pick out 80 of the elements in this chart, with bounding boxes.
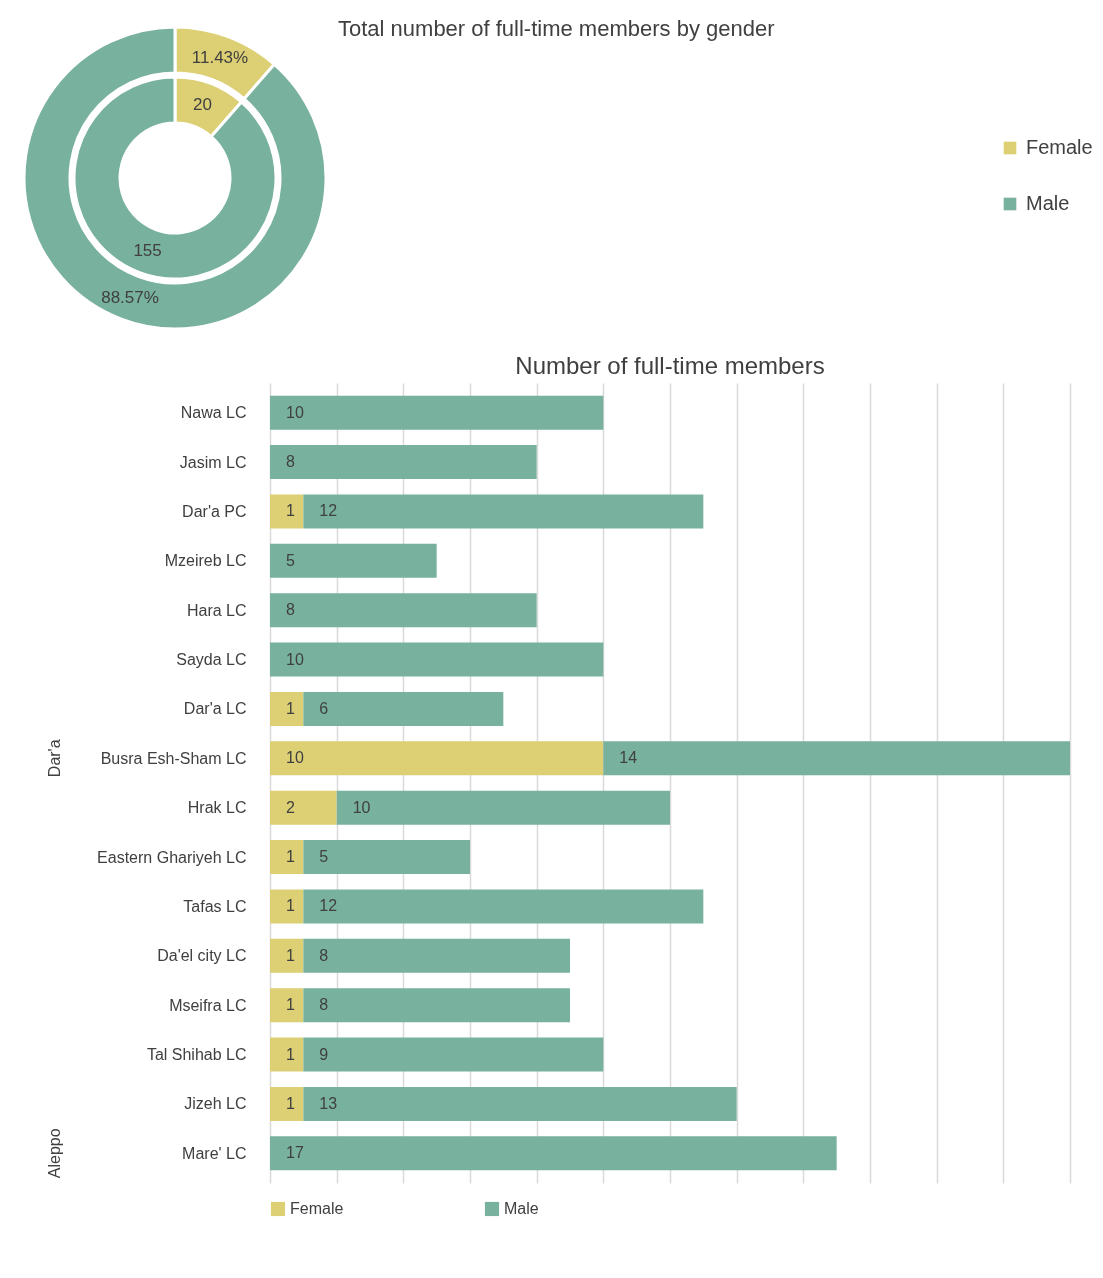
y-tick-label: Nawa LC xyxy=(180,404,247,422)
y-tick-label: Jizeh LC xyxy=(184,1095,247,1113)
bar xyxy=(303,840,470,875)
data-label: 6 xyxy=(319,699,329,717)
data-label: 11.43% xyxy=(191,48,249,68)
bar xyxy=(270,1136,837,1171)
y-tick-label: Tal Shihab LC xyxy=(146,1046,247,1064)
bar xyxy=(270,938,304,973)
bar xyxy=(270,494,304,529)
legend-label: Male xyxy=(504,1200,539,1217)
legend-label: Female xyxy=(290,1200,344,1217)
chart-title: Total number of full-time members by gender xyxy=(338,16,775,41)
data-label: 1 xyxy=(286,848,295,866)
data-label: 9 xyxy=(319,1045,329,1063)
bar xyxy=(336,790,670,825)
data-label: 8 xyxy=(319,996,329,1014)
bar xyxy=(270,889,304,924)
data-label: 10 xyxy=(286,749,304,767)
bar xyxy=(270,691,304,726)
bar xyxy=(303,1037,604,1072)
data-label: 10 xyxy=(286,403,304,421)
data-label: 1 xyxy=(286,946,295,964)
bar xyxy=(270,593,537,628)
bar xyxy=(303,988,570,1023)
bar xyxy=(303,494,704,529)
data-label: 12 xyxy=(319,897,338,915)
y-tick-label: Jasim LC xyxy=(179,453,247,471)
data-label: 1 xyxy=(286,897,295,915)
y-tick-label: Mseifra LC xyxy=(169,996,247,1014)
text: Dar'a xyxy=(46,739,63,778)
y-tick-label: Mzeireb LC xyxy=(164,552,247,570)
y-tick-label: Hrak LC xyxy=(187,799,247,817)
data-label: 8 xyxy=(286,601,295,619)
data-label: 5 xyxy=(286,551,295,569)
y-tick-label: Dar'a LC xyxy=(183,700,247,718)
data-label: 1 xyxy=(286,996,295,1014)
y-tick-label: Sayda LC xyxy=(176,651,247,669)
bar xyxy=(303,691,504,726)
data-label: 8 xyxy=(319,946,329,964)
bar xyxy=(270,445,537,480)
bar xyxy=(303,938,570,973)
data-label: 13 xyxy=(319,1094,338,1112)
bar xyxy=(303,1086,737,1121)
bar xyxy=(270,790,337,825)
data-label: 155 xyxy=(133,241,162,261)
data-label: 12 xyxy=(319,502,338,520)
legend-label: Female xyxy=(1026,136,1093,158)
chart-title: Number of full-time members xyxy=(515,352,825,379)
data-label: 17 xyxy=(286,1144,304,1162)
data-label: 88.57% xyxy=(101,287,159,307)
data-label: 10 xyxy=(352,798,371,816)
data-label: 10 xyxy=(286,650,304,668)
bar xyxy=(270,543,437,578)
legend-label: Male xyxy=(1026,192,1070,214)
y-tick-label: Mare' LC xyxy=(182,1144,247,1162)
y-tick-label: Hara LC xyxy=(186,601,247,619)
bar xyxy=(270,988,304,1023)
data-label: 1 xyxy=(286,1045,295,1063)
bar xyxy=(603,741,1070,776)
text: Aleppo xyxy=(46,1128,63,1179)
data-label: 8 xyxy=(286,453,295,471)
y-tick-label: Dar'a PC xyxy=(182,502,247,520)
y-tick-label: Busra Esh-Sham LC xyxy=(100,749,247,767)
bar xyxy=(270,1037,304,1072)
data-label: 2 xyxy=(286,798,295,816)
y-tick-label: Da'el city LC xyxy=(157,947,247,965)
data-label: 20 xyxy=(192,94,212,114)
bar xyxy=(270,1086,304,1121)
data-label: 5 xyxy=(319,848,329,866)
y-tick-label: Eastern Ghariyeh LC xyxy=(97,848,247,866)
data-label: 14 xyxy=(619,749,638,767)
bar xyxy=(270,840,304,875)
data-label: 1 xyxy=(286,1094,295,1112)
bar xyxy=(270,741,604,776)
data-label: 1 xyxy=(286,502,295,520)
bar xyxy=(270,395,604,430)
data-label: 1 xyxy=(286,699,295,717)
bar xyxy=(270,642,604,677)
bar xyxy=(303,889,704,924)
y-tick-label: Tafas LC xyxy=(183,897,247,915)
